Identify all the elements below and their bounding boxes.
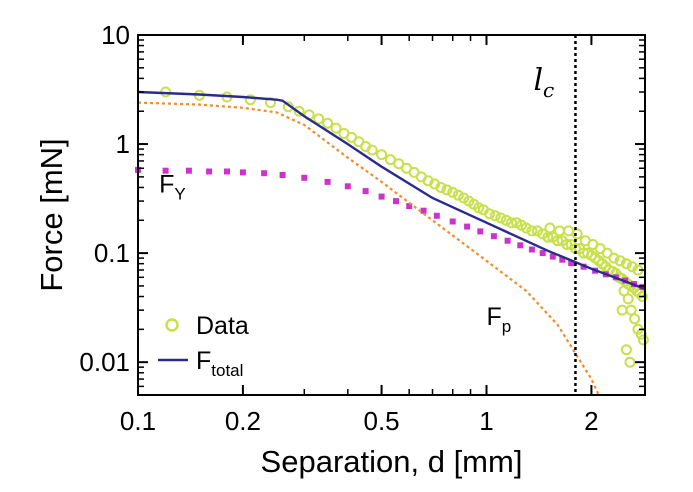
data-point [322, 117, 334, 129]
fy-point [206, 168, 213, 175]
data-point [526, 225, 538, 237]
x-tick-label: 1 [479, 406, 493, 436]
y-tick-label: 1 [116, 129, 130, 159]
x-tick-label: 0.2 [225, 406, 261, 436]
total-line [137, 90, 646, 291]
y-tick-label: 0.01 [79, 347, 130, 377]
fy-point [261, 170, 268, 177]
fp-annotation: Fp [486, 303, 511, 336]
data-point [626, 261, 638, 273]
fy-point [279, 172, 286, 178]
y-tick-label: 0.1 [94, 238, 130, 268]
fy-point [162, 167, 169, 174]
x-tick-label: 0.5 [364, 406, 400, 436]
data-point [293, 105, 305, 117]
data-point [313, 113, 325, 125]
fy-point [528, 246, 535, 253]
data-point [393, 158, 405, 170]
legend-data-marker [165, 318, 179, 332]
legend-total-sub: total [211, 361, 243, 380]
fp-series [137, 101, 600, 396]
legend-data-label: Data [196, 312, 249, 340]
data-point [435, 182, 447, 193]
plot-frame [137, 34, 646, 396]
data-point [616, 304, 628, 316]
y-tick-label: 10 [101, 20, 130, 50]
data-point [552, 235, 564, 247]
fy-point [362, 188, 369, 195]
data-point [441, 184, 453, 196]
data-point [571, 228, 583, 240]
data-point [244, 94, 256, 106]
fy-point [504, 237, 511, 244]
legend: Data Ftotal [158, 312, 249, 380]
fy-annotation-sub: Y [174, 184, 185, 203]
fp-line [137, 101, 600, 396]
fy-point [490, 233, 497, 240]
data-point [637, 334, 649, 346]
fy-annotation: FY [159, 170, 186, 203]
fy-point [539, 250, 546, 257]
data-point [625, 304, 637, 316]
fy-point [324, 178, 331, 185]
fy-point [301, 174, 308, 181]
fy-series [135, 166, 646, 290]
fy-point [449, 218, 456, 225]
fy-point [559, 256, 566, 263]
data-point [330, 122, 342, 134]
data-point [531, 225, 543, 237]
fy-point [549, 253, 556, 260]
fy-point [344, 183, 351, 190]
data-point [452, 189, 464, 201]
data-point [495, 212, 507, 224]
data-point [636, 291, 648, 302]
tick-labels: 0.1 0.2 0.5 1 2 0.01 0.1 1 10 [79, 20, 598, 436]
fy-point [239, 169, 246, 176]
data-point [544, 222, 556, 234]
total-series [137, 90, 646, 291]
data-point [620, 258, 632, 270]
data-point [447, 186, 459, 198]
data-point [624, 356, 636, 368]
data-point [520, 222, 532, 234]
fy-point [433, 212, 440, 219]
data-point [561, 239, 573, 250]
fy-point [378, 193, 385, 200]
data-point [489, 210, 501, 222]
data-point [620, 344, 632, 356]
x-axis-label: Separation, d [mm] [261, 444, 523, 479]
fy-point [517, 242, 524, 249]
y-axis-label: Force [mN] [34, 138, 69, 291]
data-point [484, 208, 495, 220]
fy-point [568, 260, 575, 267]
data-point [384, 154, 396, 166]
fy-point [185, 167, 192, 174]
data-point [366, 144, 378, 156]
data-point [376, 149, 388, 161]
fy-point [464, 223, 471, 230]
data-point [554, 225, 565, 237]
data-point [500, 214, 512, 226]
lc-label-sub: c [543, 78, 554, 102]
lc-reference: lc [533, 35, 577, 395]
fp-annotation-sub: p [502, 317, 511, 336]
lc-label: lc [533, 63, 554, 102]
fy-point [224, 168, 230, 175]
data-point [629, 313, 641, 325]
legend-total-label: Ftotal [196, 347, 243, 380]
fy-point [406, 203, 413, 210]
plot-axes [137, 34, 646, 396]
fy-point [477, 228, 484, 235]
data-point [608, 252, 620, 264]
data-point [622, 293, 634, 305]
x-tick-label: 2 [584, 406, 598, 436]
x-tick-label: 0.1 [120, 406, 156, 436]
data-point [614, 255, 626, 267]
fy-point [393, 198, 399, 205]
data-point [506, 217, 517, 229]
fy-point [420, 207, 427, 214]
